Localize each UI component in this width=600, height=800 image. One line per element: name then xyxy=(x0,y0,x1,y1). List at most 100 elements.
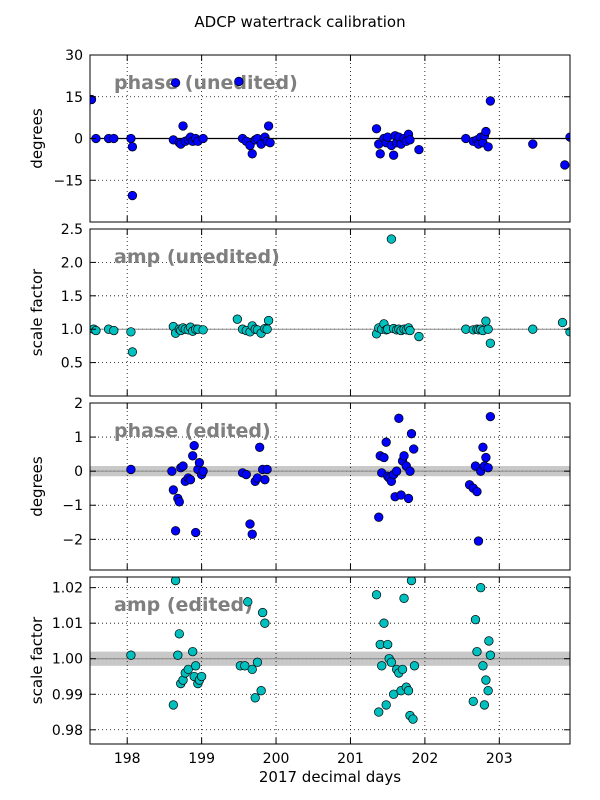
data-point xyxy=(188,451,198,461)
y-tick-label: 1.00 xyxy=(52,652,83,668)
data-point xyxy=(472,486,482,497)
data-point xyxy=(405,325,415,336)
data-point xyxy=(483,463,493,473)
data-point xyxy=(265,138,275,148)
data-point xyxy=(409,444,419,454)
data-point xyxy=(414,331,424,342)
data-point xyxy=(109,325,119,336)
data-point xyxy=(483,142,493,152)
data-point xyxy=(528,324,538,334)
data-point xyxy=(388,150,399,160)
panels-group: phase (unedited) −15 0 15 30 degrees amp (uned… xyxy=(28,48,571,767)
panel-2: amp (unedited) 0.5 1.0 1.5 2.0 2.5 scale facto… xyxy=(28,222,571,397)
x-tick-label: 202 xyxy=(412,751,439,767)
y-tick-label: 2 xyxy=(74,396,83,412)
data-point xyxy=(485,96,496,106)
data-point xyxy=(109,133,119,144)
data-point xyxy=(198,466,208,476)
data-point xyxy=(374,707,384,717)
data-point xyxy=(414,144,424,155)
data-point xyxy=(174,629,184,639)
data-point xyxy=(262,464,272,475)
x-tick-label: 201 xyxy=(337,751,364,767)
data-point xyxy=(377,661,387,671)
data-point xyxy=(408,714,418,724)
data-point xyxy=(126,327,136,337)
data-point xyxy=(245,519,255,529)
data-point xyxy=(405,135,415,145)
data-points xyxy=(90,76,570,201)
data-point xyxy=(189,440,199,451)
data-point xyxy=(188,646,198,657)
x-tick-label: 199 xyxy=(188,751,215,767)
x-axis-label: 2017 decimal days xyxy=(259,768,401,786)
y-tick-label: 0 xyxy=(74,464,83,480)
data-point xyxy=(485,650,496,660)
data-point xyxy=(260,475,270,485)
data-point xyxy=(481,452,491,463)
axes-frame xyxy=(89,402,571,571)
x-tick-label: 198 xyxy=(114,751,141,767)
data-point xyxy=(258,607,268,618)
data-point xyxy=(481,126,491,137)
data-point xyxy=(178,121,188,131)
data-point xyxy=(478,442,488,452)
y-tick-label: 15 xyxy=(65,90,83,106)
data-point xyxy=(406,577,417,586)
y-tick-label: 0.98 xyxy=(52,723,83,739)
data-point xyxy=(191,661,201,671)
y-tick-label: −15 xyxy=(53,173,83,189)
data-point xyxy=(557,317,568,328)
panel-annotation: amp (unedited) xyxy=(114,246,280,268)
data-point xyxy=(388,689,399,699)
data-point xyxy=(234,76,244,87)
y-axis-label: degrees xyxy=(28,108,46,169)
data-point xyxy=(403,686,414,696)
data-point xyxy=(170,526,181,536)
data-point xyxy=(127,190,138,201)
axes-frame xyxy=(89,576,571,745)
data-point xyxy=(483,686,493,696)
data-point xyxy=(484,636,494,646)
data-point xyxy=(256,686,266,696)
data-point xyxy=(247,664,257,675)
data-point xyxy=(247,529,257,539)
y-tick-label: 1 xyxy=(74,430,83,446)
data-point xyxy=(381,700,391,710)
panel-annotation: phase (unedited) xyxy=(114,72,298,94)
data-point xyxy=(386,234,397,244)
data-point xyxy=(374,512,384,522)
data-point xyxy=(127,347,138,357)
data-point xyxy=(386,657,397,667)
data-points xyxy=(90,234,570,357)
panel-4: amp (edited) 0.98 0.99 1.00 1.01 1.02 198 199 20… xyxy=(28,576,571,767)
data-point xyxy=(391,466,402,476)
data-point xyxy=(381,437,391,447)
panel-3: phase (edited) −2 −1 0 1 2 degrees xyxy=(28,396,571,571)
y-tick-label: −1 xyxy=(62,498,83,514)
y-tick-label: 1.0 xyxy=(61,322,83,338)
y-tick-label: 30 xyxy=(65,48,83,64)
data-point xyxy=(403,493,414,504)
data-point xyxy=(126,464,136,475)
data-point xyxy=(241,469,251,480)
data-point xyxy=(168,700,178,710)
data-point xyxy=(262,324,272,334)
data-point xyxy=(379,618,389,628)
data-point xyxy=(191,527,201,538)
y-tick-label: 0.5 xyxy=(61,356,83,372)
axes-frame xyxy=(89,228,571,397)
data-point xyxy=(247,149,257,159)
data-point xyxy=(196,671,207,682)
data-point xyxy=(167,466,177,476)
data-point xyxy=(560,160,570,170)
y-tick-label: 0 xyxy=(74,132,83,148)
data-point xyxy=(481,675,491,685)
data-point xyxy=(126,133,136,144)
data-point xyxy=(383,639,393,650)
data-point xyxy=(232,314,242,324)
data-point xyxy=(255,442,265,452)
data-point xyxy=(468,696,478,707)
data-point xyxy=(243,597,253,607)
y-tick-label: 2.5 xyxy=(61,222,83,238)
